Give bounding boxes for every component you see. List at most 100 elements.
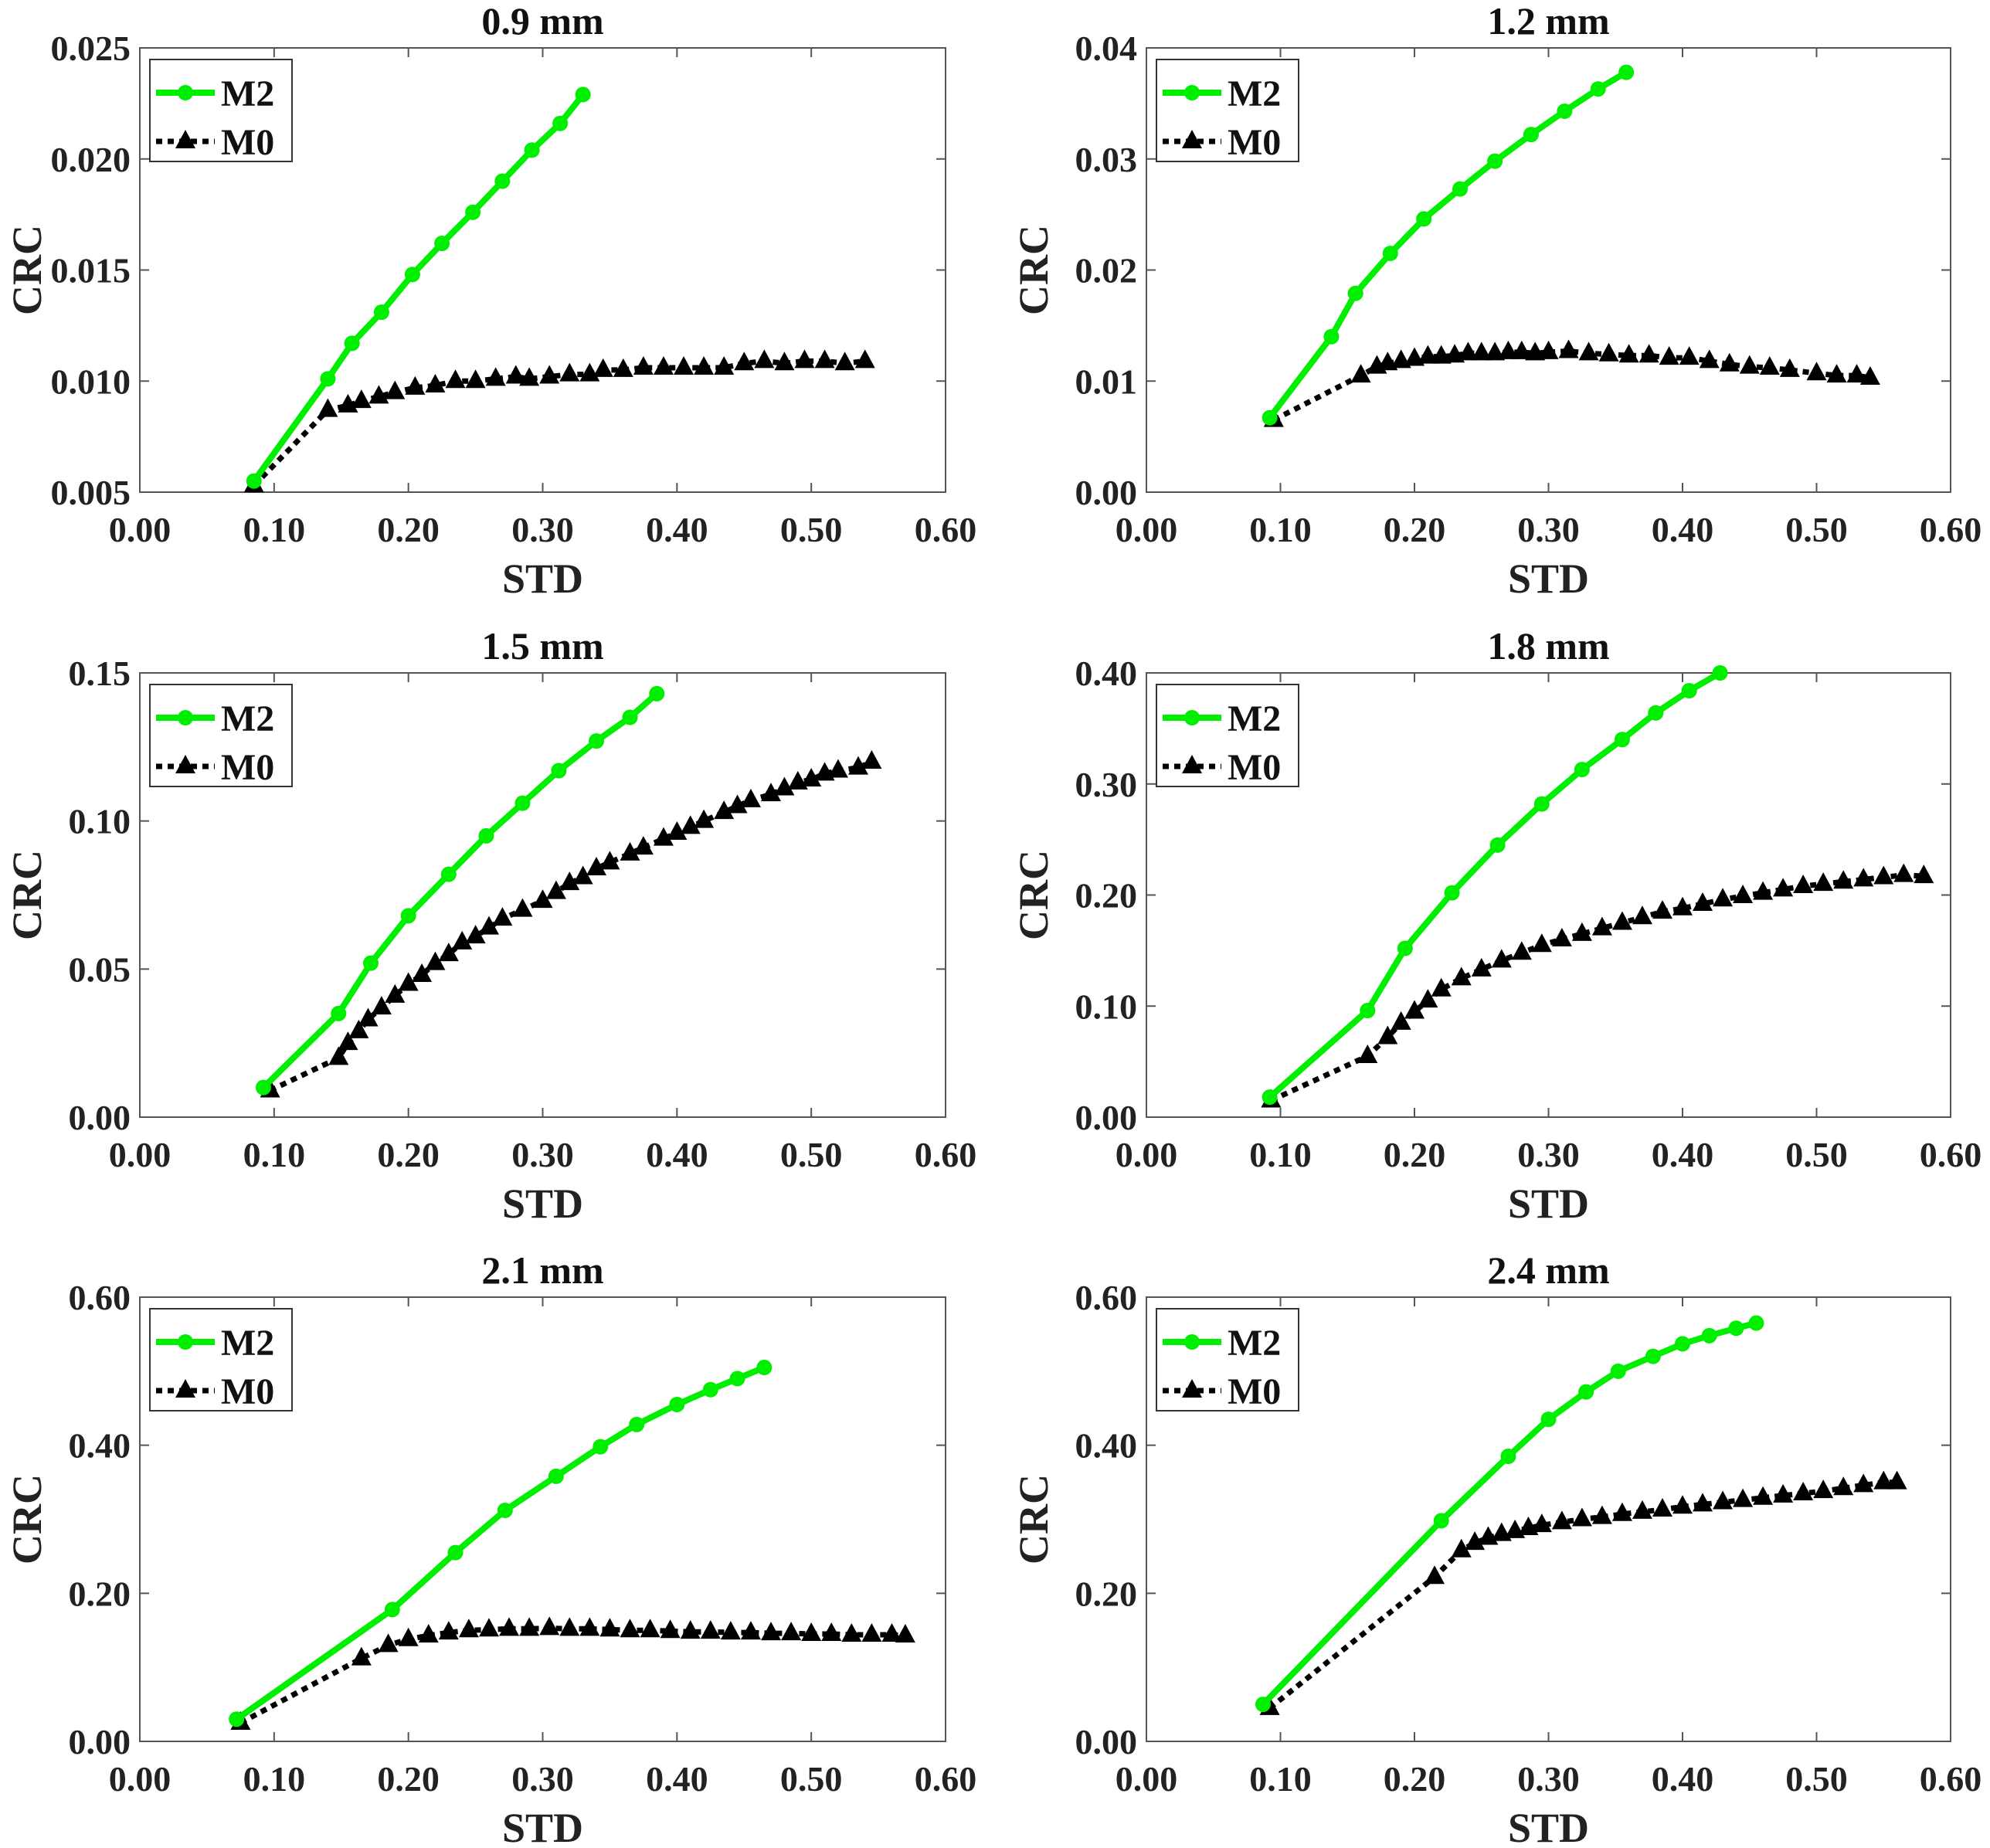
data-point-M0 xyxy=(1759,356,1780,375)
data-point-M2 xyxy=(434,236,450,251)
legend-label-M0: M0 xyxy=(221,1371,274,1412)
legend-marker-M0 xyxy=(1182,130,1202,148)
y-tick-label: 0.00 xyxy=(1075,473,1138,512)
data-point-M0 xyxy=(1693,892,1713,911)
data-point-M2 xyxy=(494,173,511,189)
data-point-M0 xyxy=(1485,341,1506,361)
data-point-M0 xyxy=(1826,364,1847,383)
legend-marker-M0 xyxy=(175,755,195,773)
chart-title: 1.5 mm xyxy=(481,624,603,668)
data-point-M0 xyxy=(801,1622,822,1642)
data-point-M2 xyxy=(320,371,336,387)
x-axis-label: STD xyxy=(502,1805,583,1848)
data-point-M0 xyxy=(1357,1044,1378,1063)
x-tick-label: 0.20 xyxy=(1384,1759,1446,1799)
data-point-M0 xyxy=(1753,1486,1774,1505)
data-point-M0 xyxy=(579,1617,600,1636)
data-point-M0 xyxy=(358,1007,379,1027)
data-point-M0 xyxy=(754,349,775,369)
data-point-M0 xyxy=(492,907,513,926)
data-point-M0 xyxy=(1498,340,1519,359)
legend-marker-M2 xyxy=(1184,85,1200,100)
data-point-M0 xyxy=(854,349,875,369)
x-tick-label: 0.10 xyxy=(243,1759,306,1799)
data-point-M2 xyxy=(1523,127,1539,143)
data-point-M0 xyxy=(385,983,406,1003)
chart-title: 2.4 mm xyxy=(1487,1248,1609,1292)
x-tick-label: 0.10 xyxy=(1249,510,1312,549)
data-point-M2 xyxy=(1452,181,1468,197)
x-tick-label: 0.00 xyxy=(109,510,171,549)
data-point-M2 xyxy=(1701,1327,1717,1344)
legend-marker-M2 xyxy=(178,1334,193,1350)
legend-marker-M2 xyxy=(178,85,193,100)
x-tick-label: 0.30 xyxy=(511,1135,574,1174)
data-point-M0 xyxy=(740,788,761,807)
data-point-M2 xyxy=(1675,1336,1690,1352)
data-point-M2 xyxy=(1574,762,1590,778)
y-tick-label: 0.00 xyxy=(1075,1722,1138,1761)
legend-box xyxy=(1156,59,1299,162)
data-point-M2 xyxy=(373,304,389,321)
data-point-M2 xyxy=(331,1005,347,1021)
x-tick-label: 0.00 xyxy=(1116,1135,1178,1174)
data-point-M0 xyxy=(761,1622,782,1641)
data-point-M0 xyxy=(1846,364,1867,383)
x-tick-label: 0.60 xyxy=(915,1135,977,1174)
data-point-M0 xyxy=(714,800,735,820)
x-tick-label: 0.40 xyxy=(1652,510,1714,549)
data-point-M0 xyxy=(694,356,715,375)
y-axis-label: CRC xyxy=(1010,1474,1057,1564)
y-tick-label: 0.04 xyxy=(1075,29,1138,68)
data-point-M0 xyxy=(1451,1538,1472,1558)
data-point-M0 xyxy=(1431,977,1452,997)
data-point-M0 xyxy=(861,1623,882,1642)
data-point-M0 xyxy=(1377,1025,1398,1045)
data-point-M2 xyxy=(649,685,665,701)
data-point-M0 xyxy=(318,398,338,417)
data-point-M0 xyxy=(1713,1490,1734,1510)
chart-panel-3: 1.5 mm 0.00 0.10 0.20 0.30 0.40 0.50 0.60 0.00 0.… xyxy=(4,624,976,1227)
data-point-M0 xyxy=(1591,916,1612,936)
data-point-M0 xyxy=(593,358,613,377)
data-point-M0 xyxy=(620,1619,640,1638)
data-point-M0 xyxy=(425,374,446,392)
data-point-M0 xyxy=(559,362,580,382)
x-tick-label: 0.60 xyxy=(915,1759,977,1799)
data-point-M0 xyxy=(1806,362,1827,381)
y-tick-label: 0.03 xyxy=(1075,140,1138,179)
data-point-M0 xyxy=(1773,1483,1794,1503)
data-point-M2 xyxy=(575,87,591,103)
legend-marker-M0 xyxy=(1182,1379,1202,1398)
y-tick-label: 0.40 xyxy=(1075,654,1138,693)
data-point-M2 xyxy=(1712,665,1728,681)
data-point-M2 xyxy=(669,1396,685,1412)
x-tick-label: 0.30 xyxy=(1517,510,1580,549)
data-point-M0 xyxy=(1793,1481,1814,1500)
x-tick-label: 0.40 xyxy=(646,1759,708,1799)
y-tick-label: 0.30 xyxy=(1075,765,1138,804)
data-point-M0 xyxy=(599,1618,620,1637)
data-point-M0 xyxy=(1652,900,1672,919)
data-point-M0 xyxy=(1465,1531,1486,1551)
legend-marker-M2 xyxy=(1184,1334,1200,1350)
data-point-M0 xyxy=(1538,340,1559,359)
data-point-M0 xyxy=(559,871,580,891)
x-tick-label: 0.10 xyxy=(243,1135,306,1174)
data-point-M2 xyxy=(1323,328,1340,345)
data-point-M2 xyxy=(552,115,569,131)
x-tick-label: 0.30 xyxy=(1517,1135,1580,1174)
x-tick-label: 0.10 xyxy=(1249,1759,1312,1799)
y-axis-label: CRC xyxy=(4,225,50,315)
x-tick-label: 0.40 xyxy=(646,1135,708,1174)
data-point-M0 xyxy=(1511,340,1532,359)
data-point-M0 xyxy=(505,365,526,384)
y-tick-label: 0.10 xyxy=(69,802,131,841)
data-point-M2 xyxy=(1610,1363,1626,1379)
data-point-M2 xyxy=(344,335,360,352)
data-point-M0 xyxy=(512,898,533,917)
chart-panel-4: 1.8 mm 0.00 0.10 0.20 0.30 0.40 0.50 0.60 0.00 0.… xyxy=(1010,624,1982,1227)
x-axis-label: STD xyxy=(1508,555,1589,602)
data-point-M0 xyxy=(814,349,835,369)
